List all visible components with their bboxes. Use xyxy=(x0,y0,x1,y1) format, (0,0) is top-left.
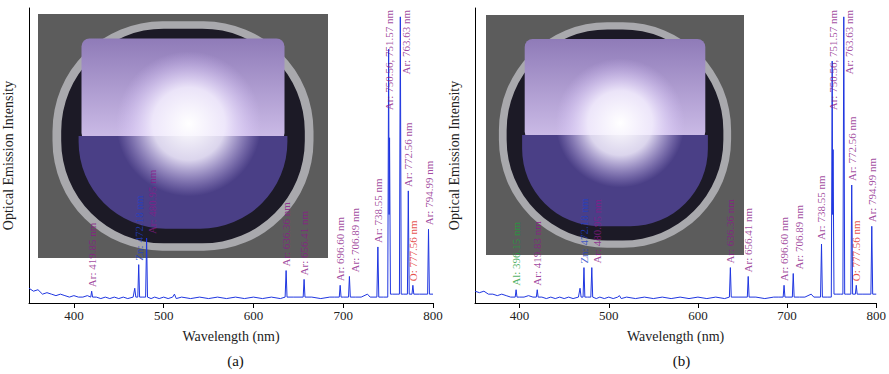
svg-text:500: 500 xyxy=(599,308,619,323)
svg-text:800: 800 xyxy=(423,308,443,323)
svg-text:Ar: 696.60 nm: Ar: 696.60 nm xyxy=(778,216,790,281)
svg-text:O: 777.56 nm: O: 777.56 nm xyxy=(407,220,419,281)
svg-text:Ar: 656.41 nm: Ar: 656.41 nm xyxy=(742,208,754,273)
svg-text:O: 777.56 nm: O: 777.56 nm xyxy=(850,220,862,281)
svg-text:Al: 396.15 nm: Al: 396.15 nm xyxy=(510,221,522,285)
svg-text:Ar: 738.55 nm: Ar: 738.55 nm xyxy=(372,178,384,243)
svg-text:600: 600 xyxy=(688,308,708,323)
svg-text:400: 400 xyxy=(64,308,84,323)
svg-text:Optical Emission Intensity: Optical Emission Intensity xyxy=(1,81,16,230)
svg-text:Ar: 794.99 nm: Ar: 794.99 nm xyxy=(423,160,435,225)
svg-text:Ar: 696.60 nm: Ar: 696.60 nm xyxy=(334,216,346,281)
svg-text:Ar: 750.56, 751.57 nm: Ar: 750.56, 751.57 nm xyxy=(827,10,839,111)
svg-text:400: 400 xyxy=(510,308,530,323)
svg-text:Zn: 472.18 nm: Zn: 472.18 nm xyxy=(578,198,590,264)
svg-text:600: 600 xyxy=(244,308,264,323)
svg-text:Ar: 772.56 nm: Ar: 772.56 nm xyxy=(846,116,858,181)
svg-text:Zn: 472.18 nm: Zn: 472.18 nm xyxy=(133,195,145,261)
svg-text:Ar: 706.89 nm: Ar: 706.89 nm xyxy=(793,205,805,270)
svg-text:Wavelength (nm): Wavelength (nm) xyxy=(627,329,725,345)
svg-text:Ar: 738.55 nm: Ar: 738.55 nm xyxy=(815,175,827,240)
svg-text:700: 700 xyxy=(333,308,353,323)
svg-text:Ar: 794.99 nm: Ar: 794.99 nm xyxy=(866,157,878,222)
svg-text:Ar: 772.56 nm: Ar: 772.56 nm xyxy=(402,122,414,187)
svg-text:Ar: 636.36 nm: Ar: 636.36 nm xyxy=(724,199,736,264)
svg-text:(a): (a) xyxy=(227,353,244,370)
svg-text:Optical Emission Intensity: Optical Emission Intensity xyxy=(447,81,462,230)
svg-text:Ar: 480.95 nm: Ar: 480.95 nm xyxy=(146,169,158,234)
svg-text:800: 800 xyxy=(867,308,887,323)
svg-text:Ar: 636.36 nm: Ar: 636.36 nm xyxy=(280,202,292,267)
svg-text:Ar: 656.41 nm: Ar: 656.41 nm xyxy=(298,210,310,275)
svg-text:Ar: 706.89 nm: Ar: 706.89 nm xyxy=(349,208,361,273)
svg-text:700: 700 xyxy=(777,308,797,323)
svg-text:(b): (b) xyxy=(673,353,691,370)
svg-text:Ar: 419.83 nm: Ar: 419.83 nm xyxy=(531,221,543,286)
svg-text:Ar: 750.56, 751.57 nm: Ar: 750.56, 751.57 nm xyxy=(383,10,395,111)
svg-text:Wavelength (nm): Wavelength (nm) xyxy=(182,329,280,345)
svg-text:Ar: 763.63 nm: Ar: 763.63 nm xyxy=(400,10,412,75)
svg-text:500: 500 xyxy=(154,308,174,323)
svg-text:Ar: 419.85 nm: Ar: 419.85 nm xyxy=(86,222,98,287)
svg-text:Ar: 763.63 nm: Ar: 763.63 nm xyxy=(843,10,855,75)
svg-text:Ar: 480.95 nm: Ar: 480.95 nm xyxy=(591,199,603,264)
